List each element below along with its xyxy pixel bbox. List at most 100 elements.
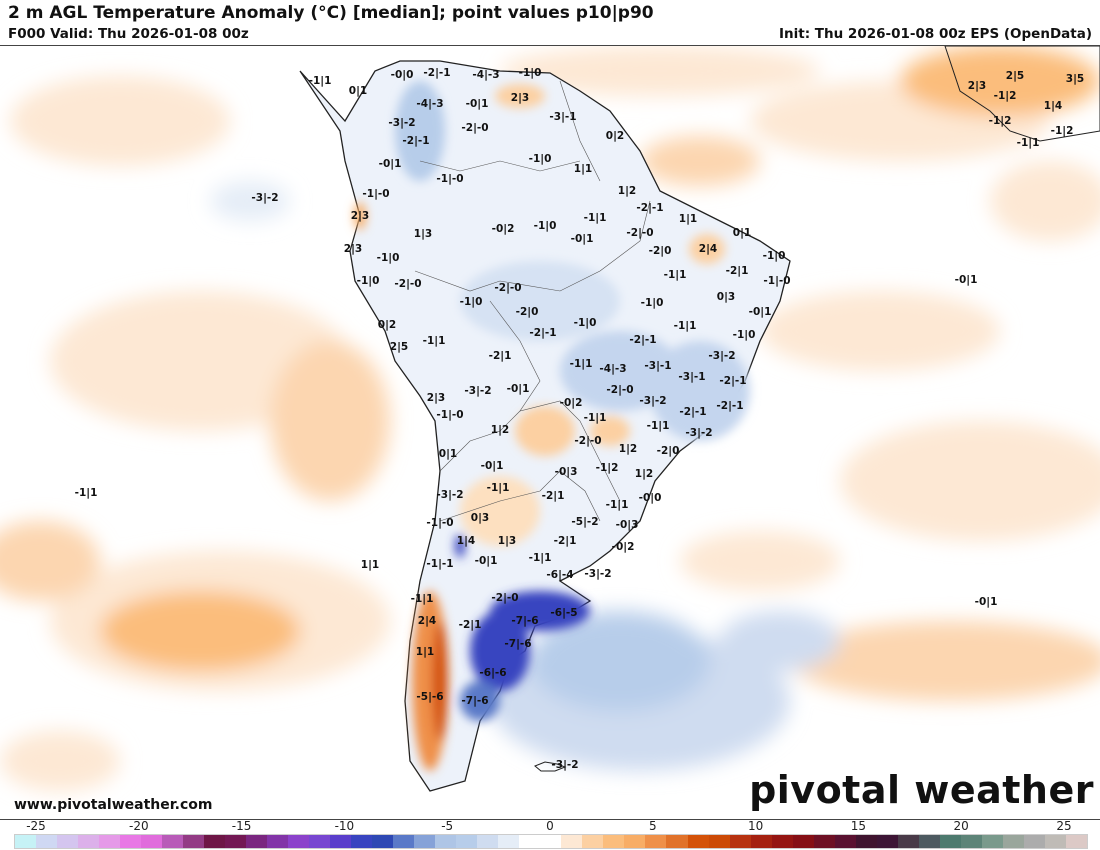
point-value-label: 1|1 [415,646,435,658]
point-value-label: -3|-2 [708,350,736,362]
colorbar-swatch [225,835,247,848]
point-value-label: -1|1 [583,412,607,424]
point-value-label: -6|-4 [546,569,574,581]
colorbar-tick-label: 15 [850,819,867,833]
point-value-label: -2|-0 [626,227,654,239]
colorbar-swatch [1065,835,1087,848]
point-value-label: 2|5 [389,341,409,353]
colorbar-swatch [99,835,121,848]
point-value-label: -1|1 [410,593,434,605]
point-value-label: 1|1 [678,213,698,225]
colorbar-swatch [162,835,184,848]
point-value-label: -7|-6 [461,695,489,707]
colorbar-swatch [36,835,58,848]
point-value-label: 1|3 [497,535,517,547]
point-value-label: -1|-0 [362,188,390,200]
point-value-label: -1|2 [993,90,1017,102]
point-value-label: 2|3 [343,243,363,255]
colorbar-swatch [771,835,793,848]
colorbar-swatch [141,835,163,848]
point-value-label: -0|1 [506,383,530,395]
point-value-label: 0|1 [348,85,368,97]
colorbar-swatch [435,835,457,848]
colorbar-swatch [183,835,205,848]
point-value-label: 1|2 [617,185,637,197]
point-value-label: -1|0 [518,67,542,79]
colorbar-swatch [288,835,310,848]
colorbar-swatch [414,835,436,848]
anomaly-shading [0,46,1100,791]
point-value-label: -0|1 [465,98,489,110]
point-value-label: 2|3 [350,210,370,222]
point-value-label: 2|3 [967,80,987,92]
point-value-label: -1|1 [528,552,552,564]
point-value-label: 1|4 [456,535,476,547]
point-value-label: 2|3 [426,392,446,404]
colorbar-swatch [981,835,1003,848]
point-value-label: -1|-0 [763,275,791,287]
point-value-label: -2|-0 [606,384,634,396]
point-value-label: -1|1 [583,212,607,224]
point-value-label: -2|0 [515,306,539,318]
valid-time: F000 Valid: Thu 2026-01-08 00z [8,26,249,42]
colorbar-swatch [78,835,100,848]
point-value-label: -2|1 [458,619,482,631]
point-value-label: -0|3 [554,466,578,478]
point-value-label: 0|1 [732,227,752,239]
colorbar-swatch [519,835,541,848]
point-value-label: -1|-1 [426,558,454,570]
colorbar-swatch [687,835,709,848]
colorbar-swatch [540,835,562,848]
point-value-label: -6|-6 [479,667,507,679]
point-value-label: -2|-0 [461,122,489,134]
point-value-label: -2|-0 [394,278,422,290]
point-value-label: -2|1 [488,350,512,362]
colorbar-swatch [246,835,268,848]
point-value-label: -1|0 [533,220,557,232]
anomaly-map[interactable]: -1|1 -0|0 -2|-1 -4|-3 -1|0 0|1 -4|-3 -0|1 2|3 -3|… [0,45,1100,820]
point-value-label: -1|1 [569,358,593,370]
colorbar-swatch [561,835,583,848]
colorbar-swatch [960,835,982,848]
point-value-label: 2|3 [510,92,530,104]
point-value-label: -0|2 [559,397,583,409]
point-value-label: -1|1 [605,499,629,511]
colorbar-tick-label: 20 [953,819,969,833]
colorbar-swatch [309,835,331,848]
website-url[interactable]: www.pivotalweather.com [14,797,213,813]
point-value-label: -3|-2 [464,385,492,397]
colorbar-swatch [582,835,604,848]
point-value-label: 0|2 [605,130,625,142]
colorbar-swatch [855,835,877,848]
point-value-label: -1|1 [1016,137,1040,149]
point-value-label: -2|-1 [529,327,557,339]
point-value-label: -5|-2 [571,516,599,528]
point-value-label: -1|0 [356,275,380,287]
colorbar-tick-label: -20 [128,819,149,833]
point-value-label: -2|-1 [679,406,707,418]
point-value-label: -2|1 [725,265,749,277]
point-value-label: 2|5 [1005,70,1025,82]
point-value-label: -2|-1 [636,202,664,214]
point-value-label: -2|0 [648,245,672,257]
point-value-label: -1|1 [308,75,332,87]
point-value-label: -3|-2 [639,395,667,407]
point-value-label: -7|-6 [504,638,532,650]
point-value-label: -0|1 [570,233,594,245]
point-value-label: 0|3 [470,512,490,524]
point-value-label: 2|4 [698,243,718,255]
point-value-label: -1|0 [573,317,597,329]
point-value-label: -4|-3 [472,69,500,81]
colorbar-labels: -25 -20 -15 -10 -5 0 5 10 15 20 25 [0,819,1100,833]
point-value-label: 1|2 [490,424,510,436]
point-value-label: -2|-1 [629,334,657,346]
point-value-label: -3|-1 [549,111,577,123]
colorbar-tick-label: 10 [747,819,764,833]
colorbar-swatch [834,835,856,848]
point-value-label: 0|1 [438,448,458,460]
point-value-label: -2|1 [553,535,577,547]
colorbar-tick-label: 5 [648,819,657,833]
colorbar-swatch [897,835,919,848]
colorbar-swatch [1002,835,1024,848]
colorbar-swatch [708,835,730,848]
